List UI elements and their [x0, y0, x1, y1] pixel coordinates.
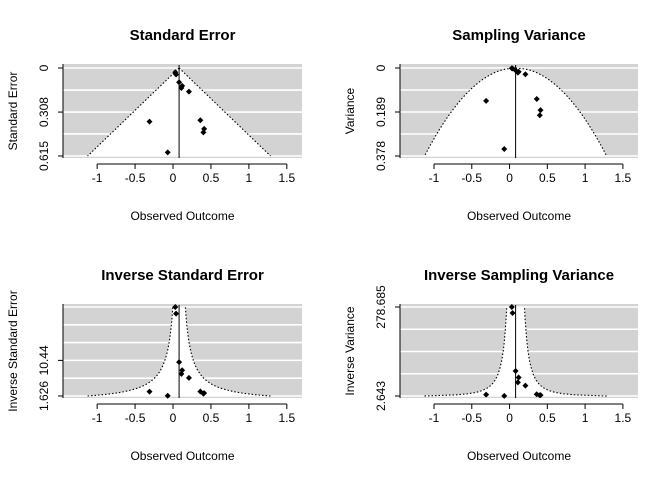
x-tick-label: 0 — [170, 411, 177, 425]
data-point — [164, 392, 171, 399]
panel-title: Inverse Standard Error — [101, 267, 264, 284]
y-tick-label: 0.189 — [374, 97, 388, 127]
funnel-right-boundary — [523, 307, 607, 397]
funnel-panel-2: -1 -0.5 0 0.5 1 1.5 0 0.189 0.378 Sampling Varian… — [343, 27, 638, 223]
data-point — [508, 303, 515, 310]
data-point — [200, 129, 207, 136]
funnel-right-boundary — [184, 307, 271, 397]
y-tick-label: 0 — [374, 64, 388, 71]
funnel-right-boundary — [178, 67, 271, 157]
panel-title: Inverse Sampling Variance — [424, 267, 614, 284]
data-point — [522, 382, 529, 389]
x-tick-label: 0.5 — [539, 171, 556, 185]
x-tick-label: 0 — [170, 171, 177, 185]
x-tick-label: -1 — [92, 171, 103, 185]
y-axis-title: Inverse Standard Error — [6, 290, 20, 411]
data-point — [146, 388, 153, 395]
x-tick-label: 0.5 — [203, 411, 220, 425]
data-point — [522, 71, 529, 78]
data-point — [515, 374, 522, 381]
y-tick-label: 10.44 — [37, 345, 51, 375]
funnel-panel-1: -1 -0.5 0 0.5 1 1.5 0 0.308 0.615 Standard Error O… — [6, 27, 302, 223]
funnel-panel-3: -1 -0.5 0 0.5 1 1.5 1.626 10.44 Inverse Standard… — [6, 267, 302, 463]
x-tick-label: 1.5 — [615, 171, 632, 185]
x-tick-label: 0.5 — [203, 171, 220, 185]
data-point — [185, 374, 192, 381]
data-point — [537, 107, 544, 114]
data-point — [483, 391, 490, 398]
x-tick-label: 1 — [582, 411, 589, 425]
funnel-left-boundary — [424, 307, 508, 397]
data-point — [514, 69, 521, 76]
x-tick-label: 1.5 — [278, 411, 295, 425]
x-tick-label: -0.5 — [461, 171, 482, 185]
x-tick-label: 1.5 — [615, 411, 632, 425]
y-tick-label: 278.685 — [374, 285, 388, 329]
data-point — [176, 359, 183, 366]
data-point — [536, 392, 543, 399]
x-tick-label: -0.5 — [461, 411, 482, 425]
data-point — [185, 88, 192, 95]
x-axis-title: Observed Outcome — [467, 449, 571, 463]
funnel-left-boundary — [87, 67, 180, 157]
funnel-left-boundary — [424, 67, 516, 157]
x-tick-label: 1 — [246, 171, 253, 185]
y-tick-label: 1.626 — [37, 381, 51, 411]
data-point — [514, 379, 521, 386]
panel-title: Sampling Variance — [452, 27, 585, 44]
data-point — [173, 71, 180, 78]
data-point — [501, 146, 508, 153]
y-tick-label: 2.643 — [374, 381, 388, 411]
x-tick-label: -1 — [92, 411, 103, 425]
x-axis-title: Observed Outcome — [130, 449, 234, 463]
x-tick-label: 0 — [506, 171, 513, 185]
x-tick-label: 1 — [246, 411, 253, 425]
data-point — [200, 390, 207, 397]
x-tick-label: -0.5 — [125, 171, 146, 185]
data-point — [176, 79, 183, 86]
x-tick-label: 0 — [506, 411, 513, 425]
panel-title: Standard Error — [130, 27, 236, 44]
y-axis-title: Standard Error — [6, 72, 20, 151]
x-tick-label: -0.5 — [125, 411, 146, 425]
y-tick-label: 0.378 — [374, 141, 388, 171]
data-point — [536, 112, 543, 119]
x-tick-label: -1 — [429, 171, 440, 185]
x-axis-title: Observed Outcome — [467, 209, 571, 223]
x-tick-label: -1 — [429, 411, 440, 425]
data-point — [501, 392, 508, 399]
y-axis-title: Inverse Variance — [343, 306, 357, 395]
funnel-left-boundary — [87, 306, 174, 397]
x-tick-label: 1 — [582, 171, 589, 185]
data-point — [146, 118, 153, 125]
funnel-panel-4: -1 -0.5 0 0.5 1 1.5 2.643 278.685 Inverse Sampli… — [343, 267, 638, 463]
x-tick-label: 0.5 — [539, 411, 556, 425]
data-point — [178, 370, 185, 377]
data-point — [509, 310, 516, 317]
data-point — [172, 304, 179, 310]
data-point — [197, 117, 204, 124]
y-axis-title: Variance — [343, 87, 357, 134]
data-point — [173, 310, 180, 317]
y-tick-label: 0 — [37, 64, 51, 71]
funnel-right-boundary — [515, 67, 608, 157]
y-tick-label: 0.615 — [37, 141, 51, 171]
data-point — [512, 368, 519, 375]
y-tick-label: 0.308 — [37, 97, 51, 127]
x-axis-title: Observed Outcome — [130, 209, 234, 223]
x-tick-label: 1.5 — [278, 171, 295, 185]
data-point — [533, 95, 540, 102]
data-point — [483, 97, 490, 104]
data-point — [164, 149, 171, 156]
data-point — [178, 85, 185, 92]
